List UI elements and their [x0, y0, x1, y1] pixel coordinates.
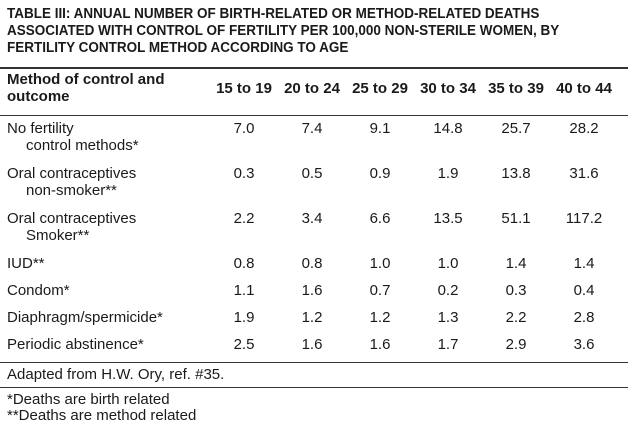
table-cell: 0.5	[301, 165, 323, 182]
table-cell: 31.6	[569, 165, 599, 182]
header-age-cell: 25 to 29	[352, 80, 408, 97]
table-cell: 1.6	[369, 336, 391, 353]
table-cell: 0.8	[233, 255, 255, 272]
title-line: ASSOCIATED WITH CONTROL OF FERTILITY PER…	[7, 23, 560, 39]
table-cell: 117.2	[565, 210, 603, 227]
table-cell: 9.1	[369, 120, 391, 137]
table-cell: 1.2	[369, 309, 391, 326]
row-label: No fertility control methods*	[0, 120, 210, 154]
source-note: Adapted from H.W. Ory, ref. #35.	[7, 366, 225, 383]
table-cell: 0.4	[573, 282, 595, 299]
table-row: No fertility control methods* 7.0 7.4 9.…	[0, 120, 628, 165]
table-cell: 2.5	[233, 336, 255, 353]
table-cell: 2.9	[505, 336, 527, 353]
title-line: TABLE III: ANNUAL NUMBER OF BIRTH-RELATE…	[7, 6, 540, 22]
table-cell: 28.2	[569, 120, 599, 137]
title-divider	[0, 67, 628, 69]
table-cell: 14.8	[433, 120, 463, 137]
table-row: Oral contraceptives Smoker** 2.2 3.4 6.6…	[0, 210, 628, 255]
row-label-line: control methods*	[26, 137, 139, 154]
header-label-line: Method of control and	[7, 71, 165, 88]
row-label: IUD**	[0, 255, 210, 272]
table-cell: 3.4	[301, 210, 323, 227]
row-label: Oral contraceptives Smoker**	[0, 210, 210, 244]
table-cell: 1.6	[301, 282, 323, 299]
footnote-birth-related: *Deaths are birth related	[7, 391, 170, 408]
table-cell: 2.2	[233, 210, 255, 227]
table-cell: 1.9	[437, 165, 459, 182]
row-label-line: Oral contraceptives	[7, 210, 137, 227]
table-cell: 1.7	[437, 336, 459, 353]
footnote-method-related: **Deaths are method related	[7, 407, 197, 424]
table-cell: 1.2	[301, 309, 323, 326]
table-cell: 1.0	[437, 255, 459, 272]
table-cell: 0.3	[233, 165, 255, 182]
table-cell: 1.4	[573, 255, 595, 272]
header-age-cell: 20 to 24	[284, 80, 340, 97]
table-cell: 7.0	[233, 120, 255, 137]
table-cell: 13.8	[501, 165, 531, 182]
data-table: Method of control and outcome 15 to 19 2…	[0, 71, 628, 113]
table-cell: 13.5	[433, 210, 463, 227]
table-cell: 1.6	[301, 336, 323, 353]
table-header-row: Method of control and outcome 15 to 19 2…	[0, 71, 628, 113]
row-label-line: Condom*	[7, 282, 70, 299]
row-label: Oral contraceptives non-smoker**	[0, 165, 210, 199]
table-cell: 0.3	[505, 282, 527, 299]
header-label-line: outcome	[7, 88, 70, 105]
table-cell: 3.6	[573, 336, 595, 353]
table-body: No fertility control methods* 7.0 7.4 9.…	[0, 120, 628, 363]
table-row: Oral contraceptives non-smoker** 0.3 0.5…	[0, 165, 628, 210]
row-label-line: non-smoker**	[26, 182, 117, 199]
row-label-line: No fertility	[7, 120, 74, 137]
table-cell: 6.6	[369, 210, 391, 227]
table-cell: 0.7	[369, 282, 391, 299]
row-label-line: Diaphragm/spermicide*	[7, 309, 163, 326]
row-label: Condom*	[0, 282, 210, 299]
table-cell: 1.1	[233, 282, 255, 299]
header-age-cell: 35 to 39	[488, 80, 544, 97]
table-cell: 0.8	[301, 255, 323, 272]
row-label-line: IUD**	[7, 255, 45, 272]
table-cell: 25.7	[501, 120, 531, 137]
table-row: Diaphragm/spermicide* 1.9 1.2 1.2 1.3 2.…	[0, 309, 628, 336]
table-cell: 1.9	[233, 309, 255, 326]
source-divider	[0, 387, 628, 388]
table-cell: 2.8	[573, 309, 595, 326]
table-row: IUD** 0.8 0.8 1.0 1.0 1.4 1.4	[0, 255, 628, 282]
header-age-cell: 40 to 44	[556, 80, 612, 97]
header-age-cell: 30 to 34	[420, 80, 476, 97]
title-line: FERTILITY CONTROL METHOD ACCORDING TO AG…	[7, 40, 349, 56]
header-method-label: Method of control and outcome	[0, 71, 210, 105]
table-cell: 51.1	[501, 210, 531, 227]
table-cell: 0.2	[437, 282, 459, 299]
row-label-line: Periodic abstinence*	[7, 336, 144, 353]
row-label: Diaphragm/spermicide*	[0, 309, 210, 326]
table-cell: 1.0	[369, 255, 391, 272]
table-row: Periodic abstinence* 2.5 1.6 1.6 1.7 2.9…	[0, 336, 628, 363]
row-label-line: Smoker**	[26, 227, 90, 244]
table-row: Condom* 1.1 1.6 0.7 0.2 0.3 0.4	[0, 282, 628, 309]
table-bottom-rule	[0, 362, 628, 363]
table-cell: 1.3	[437, 309, 459, 326]
table-cell: 2.2	[505, 309, 527, 326]
header-divider	[0, 115, 628, 116]
header-age-cell: 15 to 19	[216, 80, 272, 97]
table-title: TABLE III: ANNUAL NUMBER OF BIRTH-RELATE…	[7, 6, 576, 57]
table-cell: 7.4	[301, 120, 323, 137]
table-cell: 0.9	[369, 165, 391, 182]
table-cell: 1.4	[505, 255, 527, 272]
row-label: Periodic abstinence*	[0, 336, 210, 353]
row-label-line: Oral contraceptives	[7, 165, 137, 182]
